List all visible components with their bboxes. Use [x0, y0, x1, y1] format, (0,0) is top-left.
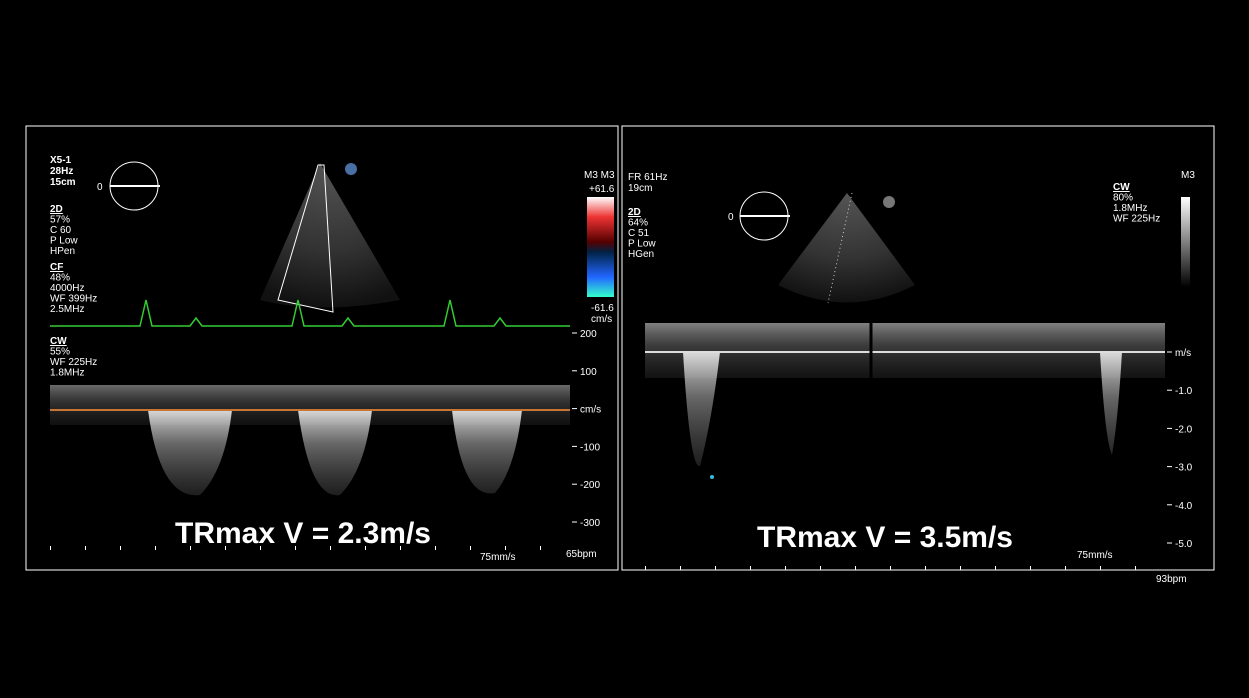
setting-text: 55%	[50, 347, 70, 358]
scale-label: -3.0	[1175, 463, 1193, 474]
setting-text: FR 61Hz	[628, 172, 667, 183]
scale-label: 200	[580, 329, 597, 340]
setting-text: CW	[50, 336, 67, 347]
setting-text: C 51	[628, 228, 650, 239]
caption: TRmax V = 2.3m/s	[175, 517, 431, 550]
color-bar-title: M3 M3	[584, 170, 615, 181]
setting-text: X5-1	[50, 155, 72, 166]
cursor-point	[710, 475, 714, 479]
setting-text: 80%	[1113, 193, 1133, 204]
spectrum-band	[645, 323, 1165, 378]
scale-label: m/s	[1175, 348, 1191, 359]
setting-text: CF	[50, 262, 63, 273]
scale-label: -100	[580, 442, 600, 453]
setting-text: 2.5MHz	[50, 304, 84, 315]
probe-marker	[345, 163, 357, 175]
scale-label: -2.0	[1175, 424, 1193, 435]
scale-label: -200	[580, 480, 600, 491]
probe-marker	[883, 196, 895, 208]
page: 0 M3 M3 +61.6 -61.6 cm/s 75mm/s 65bpm TR…	[0, 0, 1249, 698]
caption: TRmax V = 3.5m/s	[757, 521, 1013, 554]
setting-text: P Low	[628, 239, 656, 250]
slide: 0 M3 M3 +61.6 -61.6 cm/s 75mm/s 65bpm TR…	[0, 0, 1249, 698]
gray-bar	[1181, 197, 1190, 287]
setting-text: 2D	[628, 207, 641, 218]
color-bar	[587, 197, 614, 297]
scale-label: -1.0	[1175, 386, 1193, 397]
setting-text: 1.8MHz	[1113, 203, 1147, 214]
setting-text: HPen	[50, 246, 75, 257]
setting-text: 15cm	[50, 177, 76, 188]
setting-text: 57%	[50, 215, 70, 226]
scale-label: -4.0	[1175, 501, 1193, 512]
setting-text: 2D	[50, 204, 63, 215]
scale-label: 100	[580, 367, 597, 378]
scale-label: -5.0	[1175, 539, 1193, 550]
orientation-label: 0	[97, 182, 103, 193]
orientation-label: 0	[728, 212, 734, 223]
heart-rate: 65bpm	[566, 549, 597, 560]
setting-text: P Low	[50, 236, 78, 247]
setting-text: WF 225Hz	[1113, 214, 1160, 225]
setting-text: 19cm	[628, 183, 652, 194]
setting-text: HGen	[628, 249, 654, 260]
setting-text: 28Hz	[50, 166, 73, 177]
setting-text: 48%	[50, 273, 70, 284]
sweep-speed: 75mm/s	[1077, 550, 1113, 561]
color-bar-min: -61.6	[591, 303, 614, 314]
setting-text: 64%	[628, 218, 648, 229]
sweep-speed: 75mm/s	[480, 552, 516, 563]
scale-label: cm/s	[580, 405, 601, 416]
gray-bar-title: M3	[1181, 170, 1195, 181]
setting-text: C 60	[50, 225, 72, 236]
scale-label: -300	[580, 518, 600, 529]
setting-text: WF 399Hz	[50, 294, 97, 305]
color-bar-unit: cm/s	[591, 314, 612, 325]
setting-text: 1.8MHz	[50, 368, 84, 379]
color-bar-max: +61.6	[589, 184, 615, 195]
setting-text: WF 225Hz	[50, 357, 97, 368]
setting-text: 4000Hz	[50, 283, 84, 294]
heart-rate: 93bpm	[1156, 574, 1187, 585]
setting-text: CW	[1113, 182, 1130, 193]
